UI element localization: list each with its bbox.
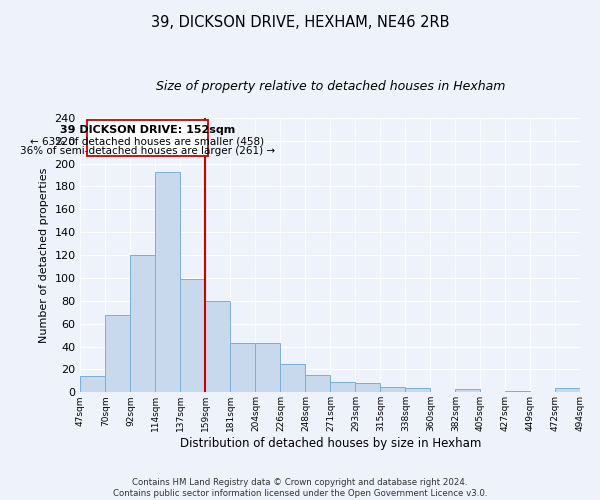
Bar — [130, 255, 155, 392]
Title: Size of property relative to detached houses in Hexham: Size of property relative to detached ho… — [156, 80, 505, 93]
Text: 36% of semi-detached houses are larger (261) →: 36% of semi-detached houses are larger (… — [20, 146, 275, 156]
Y-axis label: Number of detached properties: Number of detached properties — [39, 168, 49, 342]
Bar — [380, 386, 406, 392]
Bar — [230, 343, 256, 392]
Text: 39 DICKSON DRIVE: 152sqm: 39 DICKSON DRIVE: 152sqm — [59, 124, 235, 134]
Bar — [355, 383, 380, 392]
Bar — [181, 279, 205, 392]
Bar — [106, 314, 130, 392]
Bar — [455, 389, 481, 392]
Bar — [155, 172, 181, 392]
Bar — [305, 375, 331, 392]
Text: ← 63% of detached houses are smaller (458): ← 63% of detached houses are smaller (45… — [30, 136, 265, 146]
Bar — [205, 301, 230, 392]
Bar — [331, 382, 355, 392]
Bar — [505, 391, 530, 392]
Bar — [280, 364, 305, 392]
FancyBboxPatch shape — [86, 120, 208, 156]
Bar — [256, 343, 280, 392]
Text: Contains HM Land Registry data © Crown copyright and database right 2024.
Contai: Contains HM Land Registry data © Crown c… — [113, 478, 487, 498]
Bar — [80, 376, 106, 392]
Bar — [406, 388, 430, 392]
Bar — [556, 388, 580, 392]
Text: 39, DICKSON DRIVE, HEXHAM, NE46 2RB: 39, DICKSON DRIVE, HEXHAM, NE46 2RB — [151, 15, 449, 30]
X-axis label: Distribution of detached houses by size in Hexham: Distribution of detached houses by size … — [180, 437, 481, 450]
